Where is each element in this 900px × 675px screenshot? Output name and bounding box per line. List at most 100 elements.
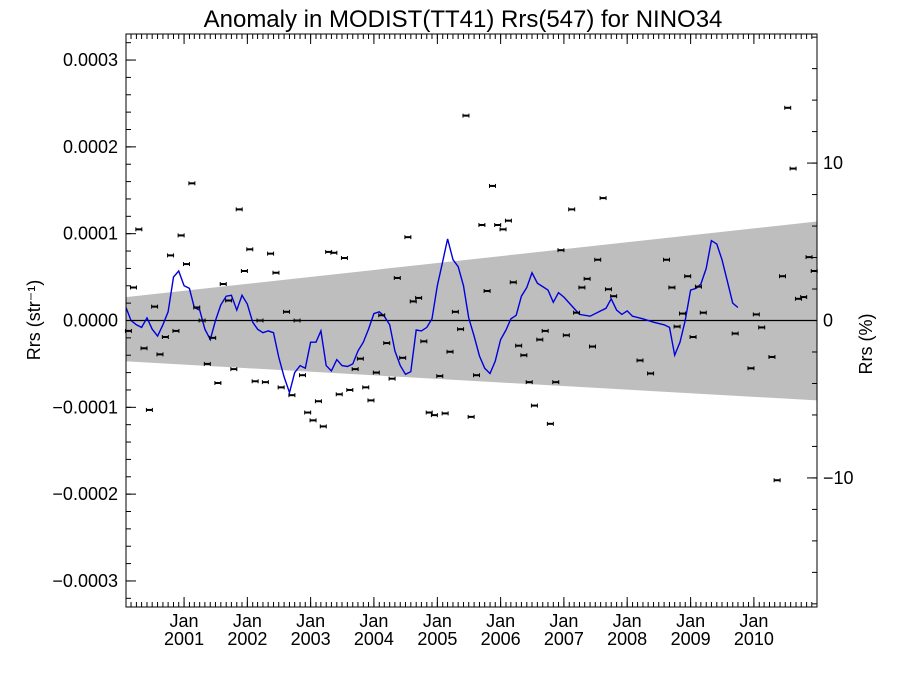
data-point (378, 313, 386, 318)
x-tick-month: Jan (676, 611, 705, 631)
data-point (488, 183, 496, 188)
anomaly-line (126, 238, 739, 396)
y-axis-title: Rrs (str⁻¹) (24, 280, 44, 360)
data-point (536, 337, 544, 342)
data-point (298, 373, 306, 378)
data-point (520, 353, 528, 358)
data-point (167, 253, 175, 258)
data-point (562, 333, 570, 338)
data-point (673, 324, 681, 329)
data-point (309, 418, 317, 423)
data-point (504, 218, 512, 223)
data-point (568, 207, 576, 212)
data-point (367, 398, 375, 403)
data-point (494, 223, 502, 227)
data-point (483, 288, 491, 293)
data-point (678, 311, 686, 316)
data-point (436, 374, 444, 379)
data-point (267, 251, 275, 256)
data-point (779, 274, 787, 279)
data-point (473, 373, 481, 378)
x-tick-month: Jan (739, 611, 768, 631)
data-point (663, 257, 671, 262)
y-tick-label: 0.0001 (63, 224, 118, 244)
data-point (156, 352, 164, 357)
x-tick-month: Jan (423, 611, 452, 631)
right-axis-ticks: −10 0 10 (807, 36, 854, 605)
data-point (594, 257, 602, 262)
data-point (393, 275, 401, 280)
chart-title: Anomaly in MODIST(TT41) Rrs(547) for NIN… (204, 6, 723, 33)
data-point (383, 341, 391, 346)
data-point (689, 334, 697, 339)
data-point (647, 371, 655, 376)
data-point (415, 295, 423, 300)
data-point (789, 166, 797, 171)
data-point (372, 370, 380, 375)
data-point (261, 380, 269, 385)
data-point (235, 207, 243, 212)
data-point (509, 280, 517, 285)
y-tick-label: 0.0003 (63, 50, 118, 70)
y2-tick-label: 10 (823, 153, 843, 173)
data-point (404, 235, 412, 240)
x-tick-month: Jan (233, 611, 262, 631)
data-point (362, 385, 370, 390)
x-tick-year: 2005 (417, 629, 457, 649)
data-point (140, 346, 148, 351)
data-point (441, 411, 449, 416)
x-tick-year: 2006 (481, 629, 521, 649)
data-point (293, 318, 301, 323)
x-tick-year: 2004 (354, 629, 394, 649)
y-tick-label: 0.0000 (63, 311, 118, 331)
data-point (246, 247, 254, 252)
data-point (161, 334, 169, 339)
confidence-band (126, 221, 817, 401)
data-point (578, 285, 586, 290)
data-point (752, 312, 760, 317)
data-point (525, 380, 533, 385)
y2-tick-label: −10 (823, 468, 854, 488)
data-point (420, 339, 428, 344)
data-point (304, 410, 312, 415)
data-point (319, 424, 327, 429)
x-tick-month: Jan (359, 611, 388, 631)
data-point (203, 361, 211, 366)
data-point (346, 387, 354, 392)
data-point (773, 478, 781, 483)
data-point (530, 403, 538, 408)
data-point (251, 379, 259, 384)
data-point (135, 227, 143, 232)
data-point (462, 113, 470, 118)
x-tick-year: 2008 (607, 629, 647, 649)
x-tick-month: Jan (296, 611, 325, 631)
data-point (610, 294, 618, 299)
data-point (145, 407, 153, 412)
x-tick-year: 2003 (291, 629, 331, 649)
data-point (209, 335, 217, 340)
data-point (446, 349, 454, 354)
data-point (515, 343, 523, 348)
confidence-band-layer (126, 221, 817, 401)
data-point (599, 196, 607, 201)
data-point (198, 318, 206, 323)
data-point (467, 414, 475, 419)
data-point (573, 310, 581, 315)
data-point (668, 285, 676, 290)
data-point (457, 327, 465, 332)
x-tick-year: 2002 (227, 629, 267, 649)
data-point (183, 262, 191, 267)
y2-axis-title: Rrs (%) (856, 314, 876, 375)
data-point (541, 328, 549, 333)
data-point (451, 309, 459, 314)
data-point (356, 356, 364, 361)
x-tick-month: Jan (613, 611, 642, 631)
y-tick-label: 0.0002 (63, 137, 118, 157)
data-point (288, 393, 296, 398)
data-point (330, 250, 338, 255)
y2-tick-label: 0 (823, 311, 833, 331)
data-point (340, 255, 348, 260)
data-point (784, 105, 792, 110)
data-point (188, 181, 196, 186)
